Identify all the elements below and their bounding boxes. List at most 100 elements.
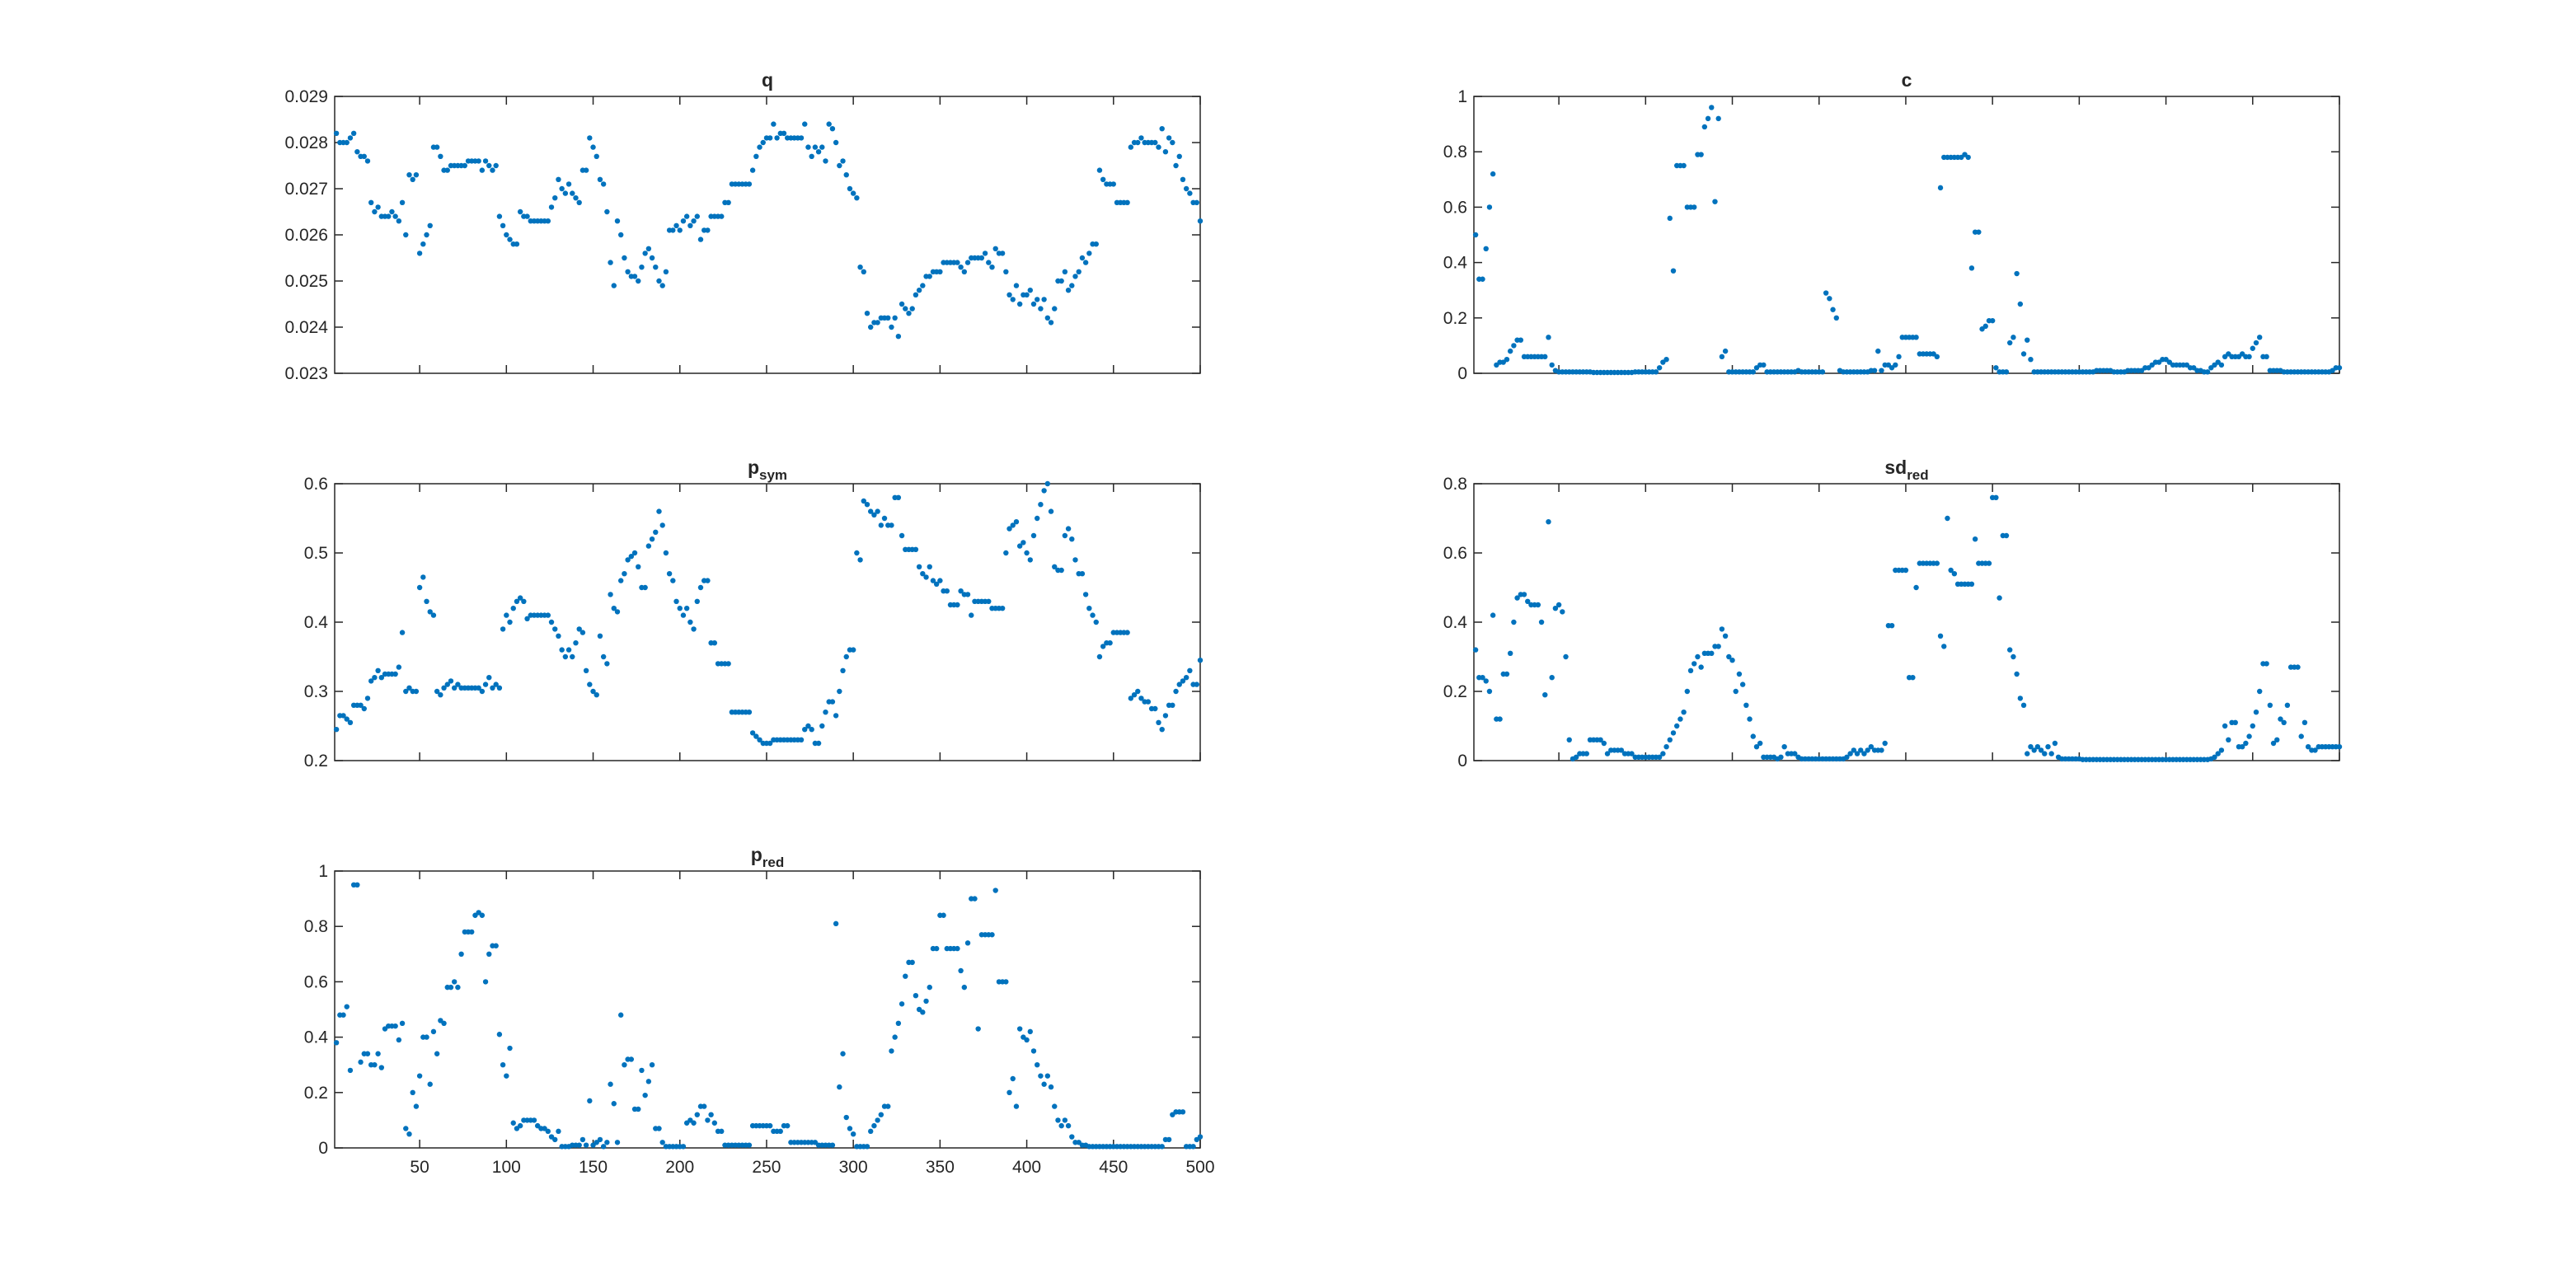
data-point (1027, 557, 1033, 563)
data-point (1058, 1122, 1064, 1129)
data-point (1555, 602, 1562, 608)
data-point (2020, 351, 2027, 357)
data-point (1062, 1117, 1068, 1123)
data-point (694, 213, 700, 219)
data-point (812, 144, 819, 150)
data-point (913, 292, 919, 297)
data-point (1937, 633, 1944, 639)
data-point (2281, 719, 2287, 725)
data-point (2003, 369, 2010, 375)
data-point (1989, 317, 1996, 324)
data-point (1854, 751, 1860, 756)
data-point (2038, 747, 2044, 753)
data-point (1736, 671, 1743, 677)
data-point (719, 213, 725, 219)
data-point (955, 602, 960, 608)
data-point (1170, 139, 1175, 146)
data-point (1065, 1122, 1072, 1129)
data-point (878, 1112, 884, 1117)
data-point (1152, 705, 1158, 712)
data-point (656, 508, 662, 514)
data-point (1667, 215, 1673, 222)
data-point (524, 213, 530, 219)
data-point (521, 598, 527, 604)
data-point (819, 723, 825, 729)
data-point (628, 554, 635, 560)
data-point (1546, 335, 1551, 340)
data-point (656, 1126, 662, 1131)
data-point (604, 1140, 610, 1145)
data-point (1058, 567, 1064, 574)
data-point (2270, 740, 2277, 747)
data-point (767, 740, 773, 747)
data-point (964, 592, 971, 597)
data-point (899, 1001, 905, 1007)
data-point (1865, 747, 1870, 753)
data-point (777, 1128, 783, 1135)
data-point (1044, 480, 1051, 487)
data-point (570, 190, 575, 196)
data-point (444, 167, 450, 173)
data-point (1013, 519, 1020, 525)
data-point (673, 598, 679, 604)
data-point (617, 1012, 624, 1018)
data-point (916, 564, 922, 569)
data-point (2246, 733, 2252, 739)
data-point (406, 685, 412, 691)
data-point (927, 984, 932, 991)
data-point (1041, 1081, 1047, 1087)
data-point (413, 688, 420, 695)
data-point (697, 584, 704, 591)
x-tick-label: 350 (926, 1158, 955, 1177)
data-point (1072, 274, 1078, 279)
data-point (1677, 716, 1683, 722)
data-point (1472, 647, 1479, 653)
data-point (2253, 340, 2259, 346)
data-point (1542, 692, 1548, 698)
data-point (1663, 744, 1669, 750)
data-point (1027, 1028, 1033, 1035)
data-point (358, 1059, 364, 1066)
data-point (504, 612, 509, 618)
panel-title: c (1902, 69, 1912, 91)
data-point (559, 647, 565, 653)
data-point (1549, 362, 1555, 368)
data-point (1096, 653, 1103, 660)
data-point (1152, 139, 1158, 146)
data-point (420, 574, 426, 580)
data-point (2239, 744, 2245, 750)
data-point (871, 1122, 877, 1129)
data-point (545, 612, 551, 618)
data-point (1027, 288, 1033, 293)
data-point (1670, 730, 1677, 736)
data-point (847, 185, 853, 192)
data-point (833, 713, 839, 719)
data-point (375, 1051, 381, 1056)
data-point (500, 222, 506, 228)
data-point (850, 190, 856, 196)
data-point (507, 619, 513, 625)
data-point (562, 190, 569, 196)
data-point (1879, 368, 1884, 373)
data-point (1968, 581, 1975, 587)
data-point (1048, 1084, 1054, 1090)
data-point (424, 598, 429, 604)
data-point (1194, 199, 1199, 205)
data-point (340, 1012, 346, 1018)
data-point (2298, 733, 2304, 739)
data-point (1490, 612, 1496, 618)
data-point (659, 1140, 665, 1145)
data-point (455, 681, 461, 687)
y-tick-label: 0.6 (1443, 198, 1467, 217)
data-point (861, 498, 866, 504)
data-point (774, 135, 780, 141)
data-point (493, 681, 499, 687)
data-point (1715, 115, 1721, 122)
data-point (1038, 1073, 1044, 1079)
data-point (815, 149, 822, 155)
data-point (496, 685, 503, 691)
data-point (1982, 323, 1988, 330)
data-point (829, 699, 836, 705)
panel-title: q (762, 69, 773, 91)
